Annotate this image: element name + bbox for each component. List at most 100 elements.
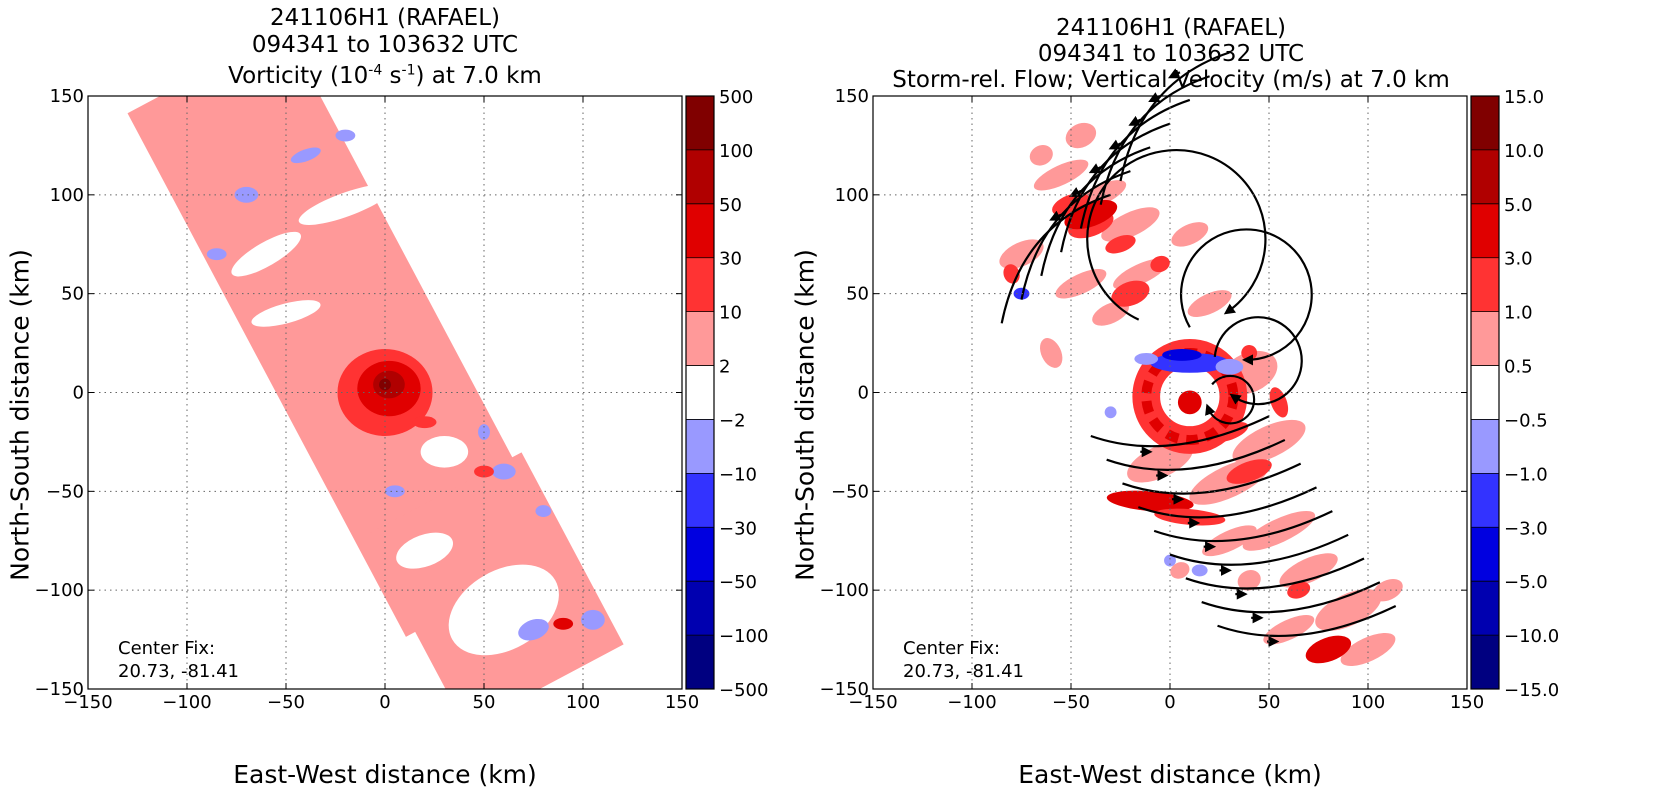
colorbar-label: −50 [719,572,757,593]
positive-vorticity-patch [553,617,574,630]
y-tick-label: 150 [50,86,84,107]
positive-velocity-patch [1055,269,1107,299]
colorbar-label: −10 [719,464,757,485]
streamline-arrow [1167,68,1181,79]
gap-region [396,532,454,569]
streamline [1106,438,1286,471]
streamline [1060,122,1171,253]
vertical-velocity-plot: −150 −100 −50 0 50 100 150 −150 −100 −50 0 50 100 150… [820,51,1559,713]
streamlines [1000,51,1397,648]
southern-updraft [1305,635,1352,664]
y-tick-label: 150 [835,86,869,107]
negative-vorticity-patch [518,618,549,641]
colorbar-label: 1.0 [1504,303,1533,324]
streamline [1040,146,1151,277]
negative-vorticity-patch [335,129,356,142]
x-tick-label: 100 [1351,692,1385,713]
negative-vorticity-patch [581,609,605,630]
positive-velocity-patch [1372,578,1403,602]
colorbar-segment [1471,527,1499,582]
colorbar-segment [686,203,714,258]
chart-title-line-2: 094341 to 103632 UTC [1037,41,1305,67]
colorbar-label: −10.0 [1504,626,1559,647]
title-var-exp1: -4 [368,62,383,79]
rainband-core [1106,490,1194,512]
colorbar-label: 3.0 [1504,249,1533,270]
positive-velocity-patch [1237,570,1261,591]
x-tick-label: 50 [473,692,496,713]
x-tick-label: 0 [379,692,390,713]
y-tick-label: −150 [820,679,869,700]
y-tick-label: −50 [46,481,84,502]
positive-velocity-patch [1279,553,1338,588]
negative-velocity-patch [1164,554,1176,567]
downdraft-core-inner [1162,349,1202,361]
plot-area [912,96,1403,666]
positive-velocity-patch [1269,387,1289,418]
colorbar-segment [1471,311,1499,366]
streamline [1122,462,1302,495]
x-tick-label: 0 [1164,692,1175,713]
positive-velocity-patch [1170,562,1190,579]
streamline [1020,170,1131,300]
vorticity-panel: 241106H1 (RAFAEL) 094341 to 103632 UTC V… [0,0,838,797]
colorbar-segment [686,419,714,474]
positive-velocity-patch [1040,338,1063,368]
colorbar-label: 10.0 [1504,141,1544,162]
streamline [1213,316,1303,406]
colorbar-segment [686,149,714,204]
colorbar-label: −0.5 [1504,410,1548,431]
vorticity-swath-north [127,96,564,637]
colorbar-segment [1471,203,1499,258]
negative-vorticity-patch [491,463,516,480]
streamline [1086,148,1267,321]
x-tick-label: 150 [1450,692,1484,713]
colorbar-segment [686,473,714,528]
x-axis-label: East-West distance (km) [233,760,537,789]
y-tick-label: 100 [835,185,869,206]
center-fix-annotation: Center Fix: 20.73, -81.41 [903,638,1024,682]
positive-velocity-patch [1232,419,1306,464]
title-var-pre: Vorticity (10 [228,63,369,89]
positive-vorticity-patch [474,465,494,478]
colorbar-segment [1471,581,1499,636]
streamline [1185,557,1365,590]
title-var-mid: s [382,63,402,89]
streamline [1217,604,1397,638]
y-tick-label: 50 [846,284,869,305]
colorbar-segment [1471,149,1499,204]
colorbar-segment [686,96,714,150]
colorbar-label: −1.0 [1504,464,1548,485]
x-tick-label: −50 [1052,692,1090,713]
y-tick-label: −100 [35,580,84,601]
colorbar-segment [686,527,714,582]
colorbar-segment [1471,257,1499,312]
colorbar-label: −5.0 [1504,572,1548,593]
colorbar-label: 2 [719,357,730,378]
colorbar-frame [685,95,715,690]
positive-velocity-patch [1340,632,1396,666]
gap-region [231,231,302,277]
positive-velocity-patch [1150,255,1170,273]
x-tick-label: −50 [267,692,305,713]
downdraft-edge [1134,352,1159,365]
positive-velocity-patch [1287,581,1311,599]
positive-velocity-patch [1226,459,1272,484]
y-tick-label: 100 [50,185,84,206]
colorbar-segment [1471,473,1499,528]
colorbar-label: −500 [719,680,768,701]
y-tick-label: −100 [820,580,869,601]
negative-velocity-patch [1104,406,1117,419]
colorbar-segment [1471,635,1499,689]
negative-vorticity-patch [535,505,552,518]
eye-core [1177,390,1202,415]
vorticity-plot: −150 −100 −50 0 50 100 150−150−100−50050100150… [35,86,769,713]
colorbar-label: −30 [719,518,757,539]
x-axis-label: East-West distance (km) [1018,760,1322,789]
colorbar-segment [1471,365,1499,420]
streamline [1153,510,1333,543]
x-tick-label: −100 [162,692,211,713]
positive-velocity-patch [1171,222,1209,247]
colorbar-segment [686,257,714,312]
downdraft-edge [1215,358,1244,375]
